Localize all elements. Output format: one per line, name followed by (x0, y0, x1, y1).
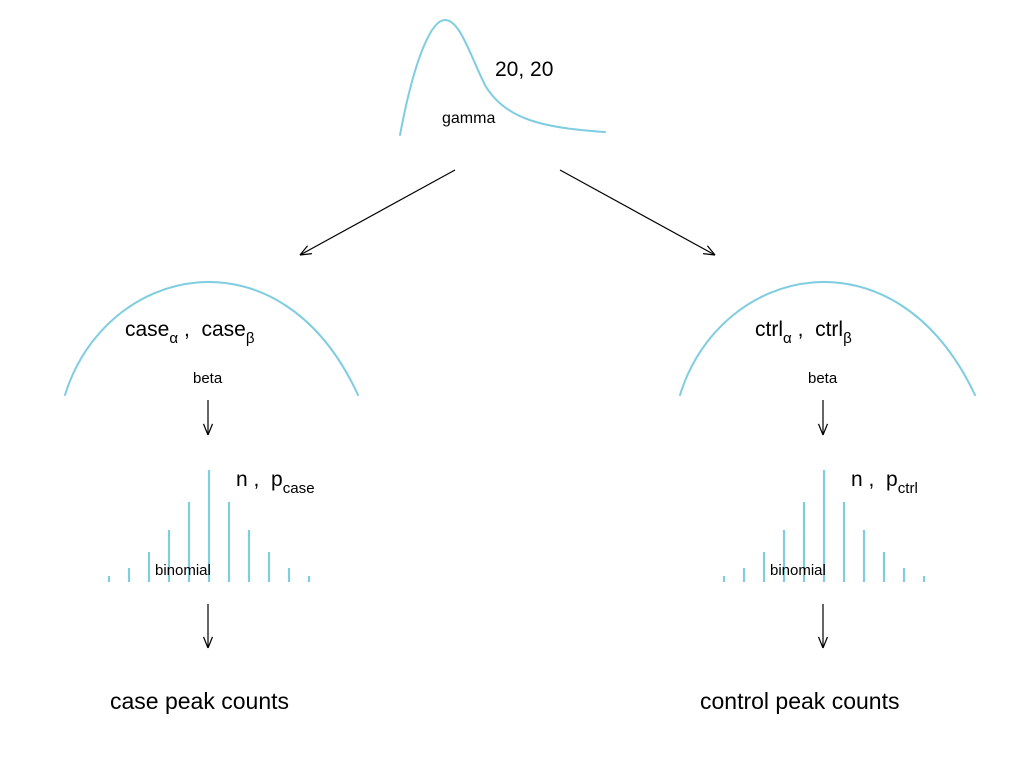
case-bottom-label: case peak counts (110, 688, 289, 715)
case-binomial-params: n , pcase (236, 468, 315, 495)
case-beta-params: caseα , caseβ (125, 318, 255, 345)
ctrl-binomial-label: binomial (770, 562, 826, 579)
ctrl-binomial-params: n , pctrl (851, 468, 918, 495)
ctrl-beta-label: beta (808, 370, 837, 387)
gamma-dist-label: gamma (442, 110, 495, 128)
case-binomial-label: binomial (155, 562, 211, 579)
gamma-params-label: 20, 20 (495, 58, 553, 82)
ctrl-bottom-label: control peak counts (700, 688, 899, 715)
ctrl-beta-params: ctrlα , ctrlβ (755, 318, 852, 345)
case-beta-label: beta (193, 370, 222, 387)
diagram-svg (0, 0, 1029, 760)
